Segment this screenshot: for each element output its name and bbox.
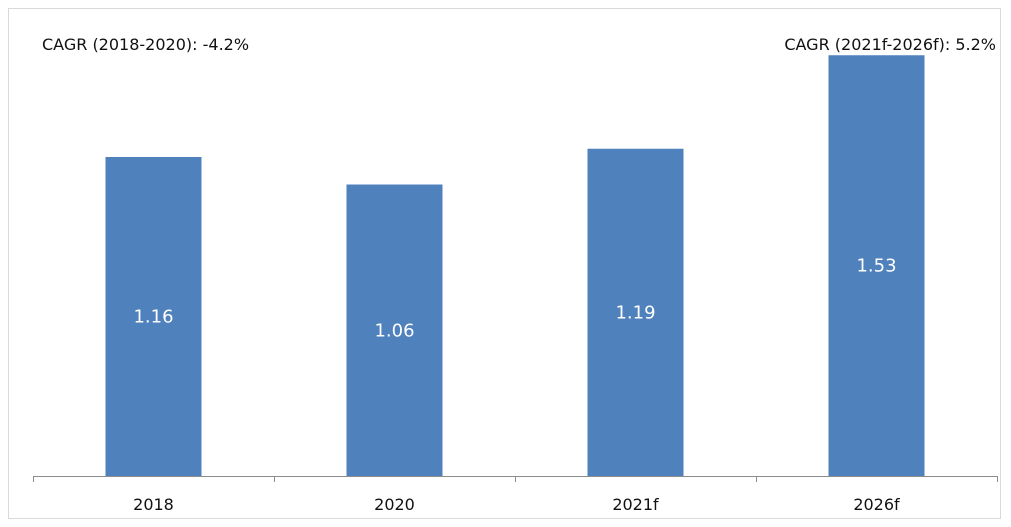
x-tick-label-2021f: 2021f <box>612 495 659 514</box>
x-tick-label-2020: 2020 <box>374 495 415 514</box>
data-label-2021f: 1.19 <box>615 302 655 323</box>
x-tick-label-2026f: 2026f <box>853 495 900 514</box>
cagr-annotation-right: CAGR (2021f-2026f): 5.2% <box>784 35 996 54</box>
x-tick-label-2018: 2018 <box>133 495 174 514</box>
bars-layer: 1.16 1.06 1.19 1.53 <box>105 55 925 476</box>
bar-2026f <box>828 55 925 476</box>
bar-2020 <box>346 184 443 476</box>
bar-2018 <box>105 157 202 476</box>
data-label-2018: 1.16 <box>133 307 173 328</box>
cagr-annotation-left: CAGR (2018-2020): -4.2% <box>42 35 249 54</box>
bar-2021f <box>587 148 684 476</box>
ticks-layer: 2018 2020 2021f 2026f <box>33 476 998 514</box>
data-label-2026f: 1.53 <box>856 256 896 277</box>
data-label-2020: 1.06 <box>374 320 414 341</box>
